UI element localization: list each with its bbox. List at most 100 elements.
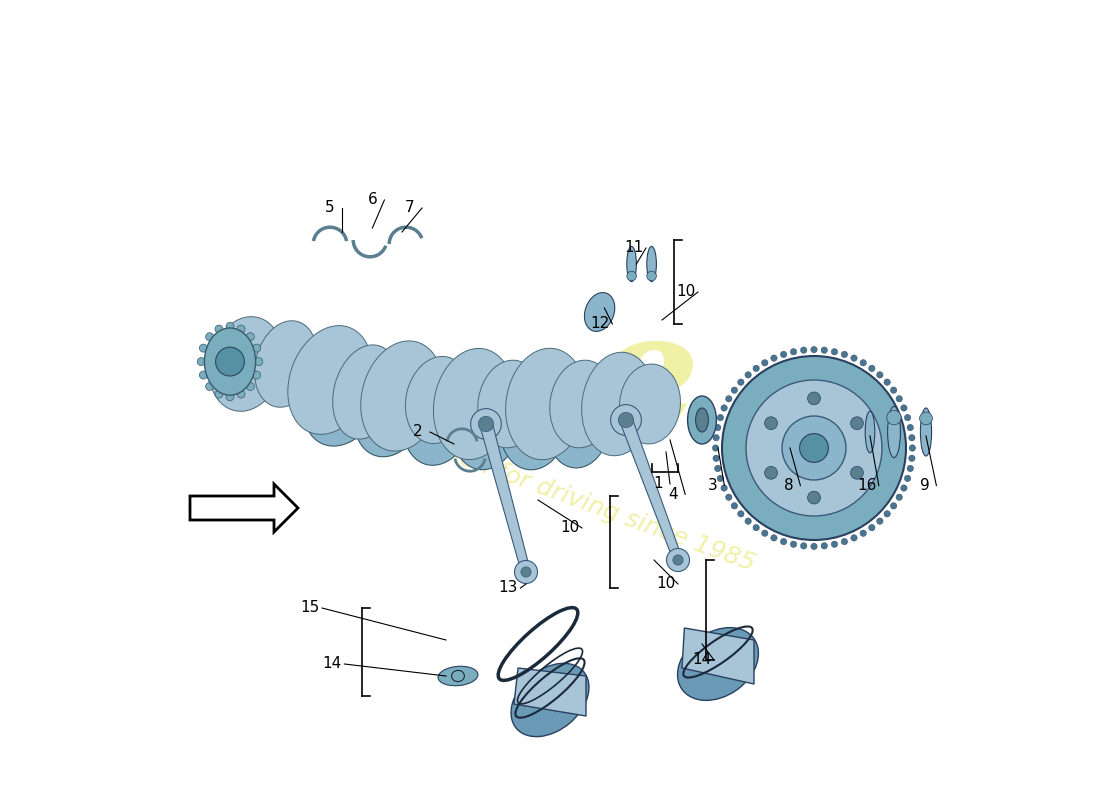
Text: 14: 14 <box>322 657 342 671</box>
Circle shape <box>908 466 913 472</box>
Ellipse shape <box>403 374 473 466</box>
Circle shape <box>236 390 245 398</box>
Polygon shape <box>620 418 682 562</box>
Circle shape <box>618 412 634 428</box>
Circle shape <box>877 518 883 524</box>
Circle shape <box>801 542 807 549</box>
Circle shape <box>850 534 857 541</box>
Text: e: e <box>593 303 698 465</box>
Circle shape <box>214 390 223 398</box>
Circle shape <box>832 541 838 547</box>
Ellipse shape <box>610 405 641 435</box>
Circle shape <box>800 434 828 462</box>
Polygon shape <box>514 668 586 716</box>
Circle shape <box>199 344 208 352</box>
Text: 11: 11 <box>625 241 644 255</box>
Circle shape <box>811 346 817 353</box>
Circle shape <box>850 466 864 479</box>
Circle shape <box>910 445 915 451</box>
Circle shape <box>717 475 724 482</box>
Text: 12: 12 <box>591 317 611 331</box>
Circle shape <box>780 538 786 545</box>
Circle shape <box>780 351 786 358</box>
Circle shape <box>253 344 261 352</box>
Ellipse shape <box>695 408 708 432</box>
Circle shape <box>647 271 657 281</box>
Circle shape <box>821 542 827 549</box>
Circle shape <box>255 358 263 366</box>
Circle shape <box>214 325 223 333</box>
Ellipse shape <box>304 354 381 446</box>
Ellipse shape <box>332 345 399 439</box>
Circle shape <box>860 359 867 366</box>
Ellipse shape <box>619 364 681 444</box>
Polygon shape <box>682 628 754 684</box>
Circle shape <box>726 494 732 501</box>
Text: 10: 10 <box>676 285 695 299</box>
Circle shape <box>920 412 933 425</box>
Text: 4: 4 <box>669 487 678 502</box>
Circle shape <box>869 365 874 371</box>
Circle shape <box>896 494 902 501</box>
Circle shape <box>226 393 234 401</box>
Circle shape <box>627 271 637 281</box>
Polygon shape <box>190 484 298 532</box>
Circle shape <box>216 347 244 376</box>
Ellipse shape <box>888 406 901 458</box>
Ellipse shape <box>584 293 615 331</box>
Ellipse shape <box>506 348 586 460</box>
Ellipse shape <box>647 246 657 282</box>
Ellipse shape <box>209 317 283 411</box>
Text: 16: 16 <box>857 478 877 493</box>
Circle shape <box>807 491 821 504</box>
Ellipse shape <box>438 666 477 686</box>
Circle shape <box>206 382 213 390</box>
Circle shape <box>909 455 915 462</box>
Circle shape <box>226 322 234 330</box>
Ellipse shape <box>688 396 716 444</box>
Circle shape <box>738 510 744 517</box>
Circle shape <box>821 347 827 354</box>
Circle shape <box>869 525 874 531</box>
Circle shape <box>764 417 778 430</box>
Circle shape <box>713 434 719 441</box>
Text: 13: 13 <box>498 581 518 595</box>
Circle shape <box>745 518 751 524</box>
Circle shape <box>745 372 751 378</box>
Circle shape <box>908 424 913 430</box>
Circle shape <box>884 510 890 517</box>
Text: a passion for driving since 1985: a passion for driving since 1985 <box>374 416 758 576</box>
Ellipse shape <box>546 380 611 468</box>
Text: 8: 8 <box>783 478 793 493</box>
Ellipse shape <box>512 663 588 737</box>
Ellipse shape <box>288 326 372 434</box>
Ellipse shape <box>452 378 520 470</box>
Ellipse shape <box>254 321 318 407</box>
Circle shape <box>877 372 883 378</box>
Circle shape <box>713 445 718 451</box>
Ellipse shape <box>515 561 538 583</box>
Circle shape <box>754 525 759 531</box>
Text: 9: 9 <box>920 478 929 493</box>
Text: 7: 7 <box>405 201 415 215</box>
Circle shape <box>850 417 864 430</box>
Circle shape <box>890 502 896 509</box>
Circle shape <box>478 416 494 432</box>
Circle shape <box>782 416 846 480</box>
Circle shape <box>761 530 768 537</box>
Circle shape <box>197 358 206 366</box>
Polygon shape <box>480 422 530 573</box>
Circle shape <box>236 325 245 333</box>
Circle shape <box>754 365 759 371</box>
Circle shape <box>842 538 848 545</box>
Circle shape <box>713 455 719 462</box>
Circle shape <box>909 434 915 441</box>
Circle shape <box>801 347 807 354</box>
Circle shape <box>884 379 890 386</box>
Ellipse shape <box>361 341 443 451</box>
Circle shape <box>717 414 724 421</box>
Circle shape <box>720 405 727 411</box>
Ellipse shape <box>627 246 637 282</box>
Circle shape <box>199 371 208 379</box>
Circle shape <box>720 485 727 491</box>
